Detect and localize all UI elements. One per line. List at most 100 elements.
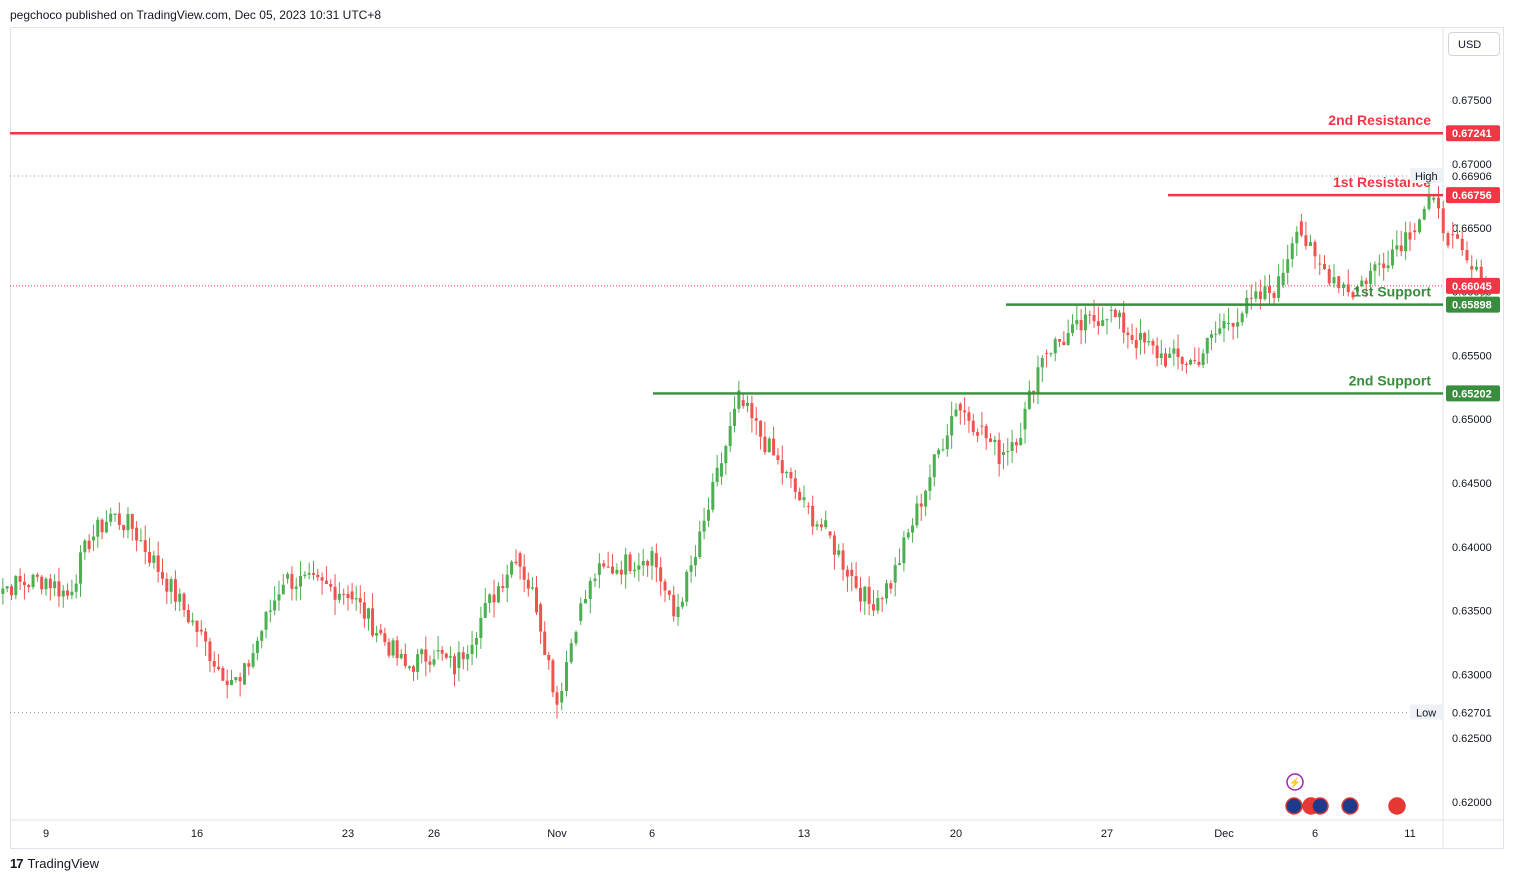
- candle-body: [1126, 332, 1130, 336]
- candle-body: [104, 521, 108, 533]
- candle-body: [876, 598, 880, 611]
- candle-body: [1164, 353, 1167, 367]
- candle-body: [850, 569, 854, 577]
- candle-body: [1159, 353, 1163, 358]
- candle-body: [31, 574, 35, 588]
- candle-body: [1399, 245, 1403, 252]
- candle-body: [195, 620, 199, 632]
- candle-body: [479, 617, 483, 639]
- candle-body: [1096, 321, 1100, 326]
- candle-body: [574, 632, 578, 644]
- candle-body: [588, 580, 592, 599]
- candle-body: [1272, 292, 1276, 298]
- candle-body: [733, 408, 737, 427]
- candle-body: [785, 471, 789, 474]
- candle-body: [1118, 312, 1122, 318]
- candle-body: [1395, 245, 1399, 250]
- candle-body: [113, 513, 117, 515]
- candle-body: [654, 553, 658, 568]
- candle-body: [444, 653, 448, 658]
- candle-body: [403, 654, 407, 667]
- candle-body: [311, 573, 315, 575]
- candle-body: [83, 540, 87, 553]
- candle-body: [1456, 234, 1459, 239]
- x-tick-label: 16: [191, 828, 203, 840]
- candle-body: [993, 439, 997, 442]
- candle-body: [130, 513, 134, 529]
- candle-body: [169, 579, 173, 592]
- candle-body: [1075, 320, 1079, 325]
- high-tag-label: High: [1415, 171, 1438, 183]
- x-tick-label: Dec: [1214, 828, 1234, 840]
- candle-body: [1313, 242, 1317, 257]
- candle-body: [96, 519, 100, 537]
- candle-body: [320, 577, 324, 581]
- candle-body: [483, 603, 487, 618]
- candle-body: [1193, 359, 1197, 361]
- candle-body: [492, 594, 496, 603]
- au-flag-icon: [1388, 797, 1406, 815]
- candle-body: [53, 581, 57, 589]
- candle-body: [9, 586, 13, 596]
- candle-body: [474, 638, 478, 645]
- candle-body: [1254, 291, 1258, 299]
- low-tag-bg: [1410, 704, 1444, 720]
- candle-body: [1451, 234, 1455, 236]
- candle-body: [611, 566, 615, 574]
- candle-body: [984, 425, 988, 439]
- y-tick-label: 0.64500: [1452, 478, 1492, 490]
- candle-body: [650, 550, 654, 566]
- level-label: 1st Support: [1353, 284, 1431, 300]
- candle-body: [1258, 291, 1262, 300]
- candle-body: [307, 573, 311, 575]
- candle-body: [395, 640, 399, 659]
- currency-selector[interactable]: USD: [1448, 32, 1500, 56]
- candle-body: [672, 594, 676, 617]
- candle-body: [510, 561, 514, 575]
- candle-body: [1281, 272, 1285, 286]
- candle-body: [1130, 335, 1134, 341]
- candle-body: [750, 402, 754, 419]
- candle-body: [624, 554, 628, 575]
- candle-body: [362, 602, 366, 619]
- candle-body: [522, 566, 526, 580]
- candle-body: [1083, 314, 1087, 331]
- candle-body: [832, 535, 836, 555]
- candle-body: [1308, 242, 1312, 246]
- candle-body: [789, 471, 793, 479]
- candle-body: [958, 403, 962, 411]
- candle-body: [186, 609, 190, 623]
- candle-body: [40, 576, 44, 590]
- candle-body: [746, 402, 750, 407]
- candle-body: [1122, 312, 1126, 333]
- candle-body: [1460, 238, 1464, 251]
- candle-body: [70, 591, 74, 596]
- candle-body: [1377, 263, 1381, 265]
- candle-body: [584, 598, 587, 604]
- candle-body: [560, 691, 564, 703]
- y-tick-label: 0.63500: [1452, 606, 1492, 618]
- candle-body: [1001, 452, 1005, 455]
- candle-body: [1201, 353, 1205, 365]
- candle-body: [199, 629, 203, 632]
- level-price-label: 0.65898: [1452, 300, 1492, 312]
- candle-body: [303, 574, 307, 576]
- x-tick-label: 9: [43, 828, 49, 840]
- candle-body: [1304, 235, 1308, 246]
- candle-body: [66, 590, 70, 596]
- candle-body: [685, 571, 689, 602]
- chart-frame: [10, 27, 1504, 849]
- candle-body: [1214, 333, 1218, 335]
- candle-body: [924, 490, 928, 507]
- candle-body: [383, 633, 387, 643]
- candle-body: [1049, 353, 1053, 355]
- candle-body: [117, 513, 121, 526]
- candle-body: [535, 587, 538, 613]
- candle-body: [1277, 276, 1281, 298]
- candle-body: [1147, 341, 1151, 343]
- candle-body: [358, 598, 362, 603]
- candle-body: [1180, 357, 1184, 364]
- candle-body: [1295, 231, 1299, 244]
- candle-body: [815, 524, 819, 527]
